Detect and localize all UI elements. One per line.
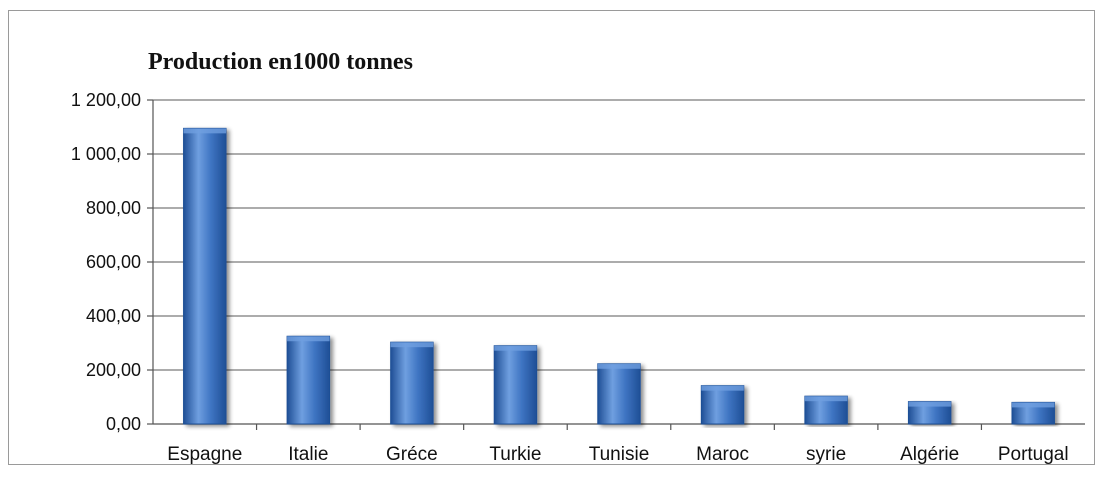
- bar-algérie: [907, 401, 952, 425]
- bar-top-highlight: [1011, 402, 1055, 408]
- bar-top-highlight: [390, 342, 434, 348]
- bar-top-highlight: [908, 401, 951, 407]
- bar: [286, 335, 331, 425]
- bar-top-highlight: [701, 385, 744, 391]
- y-tick-label: 600,00: [86, 252, 141, 272]
- bar-espagne: [183, 127, 227, 425]
- y-tick-label: 800,00: [86, 198, 141, 218]
- x-category-label: Italie: [288, 444, 328, 465]
- bar-portugal: [1011, 401, 1055, 425]
- bar-top-highlight: [494, 345, 537, 351]
- x-category-label: Turkie: [489, 444, 541, 465]
- x-category-label: Maroc: [696, 444, 749, 465]
- x-axis-category-labels: Espagne Italie Gréce Turkie Tunisie Maroc syri…: [167, 444, 1068, 465]
- x-category-label: syrie: [806, 444, 846, 465]
- bar-gréce: [390, 341, 434, 425]
- bar-italie: [286, 335, 331, 425]
- bar: [493, 345, 538, 425]
- bar-top-highlight: [804, 396, 848, 402]
- x-category-label: Portugal: [998, 444, 1069, 465]
- bar: [700, 385, 745, 425]
- bar-top-highlight: [287, 336, 330, 342]
- y-tick-label: 1 200,00: [71, 90, 141, 110]
- bar: [183, 127, 227, 425]
- bar-syrie: [804, 395, 848, 425]
- x-category-label: Algérie: [900, 444, 959, 465]
- y-tick-label: 1 000,00: [71, 144, 141, 164]
- bar-maroc: [700, 385, 745, 425]
- x-category-label: Gréce: [386, 444, 438, 465]
- y-tick-label: 400,00: [86, 306, 141, 326]
- bar-top-highlight: [183, 128, 227, 134]
- chart-title: Production en1000 tonnes: [148, 49, 413, 75]
- y-tick-label: 0,00: [106, 414, 141, 434]
- bar-tunisie: [597, 363, 641, 425]
- bar: [597, 363, 641, 425]
- gridlines: [153, 99, 1085, 371]
- bar: [390, 341, 434, 425]
- x-category-label: Tunisie: [589, 444, 650, 465]
- bar-top-highlight: [597, 363, 641, 369]
- y-tick-label: 200,00: [86, 360, 141, 380]
- x-category-label: Espagne: [167, 444, 242, 465]
- y-axis-tick-labels: 0,00 200,00 400,00 600,00 800,00 1 000,00 1 20…: [71, 90, 141, 434]
- bar-turkie: [493, 345, 538, 425]
- bars: [183, 127, 1055, 425]
